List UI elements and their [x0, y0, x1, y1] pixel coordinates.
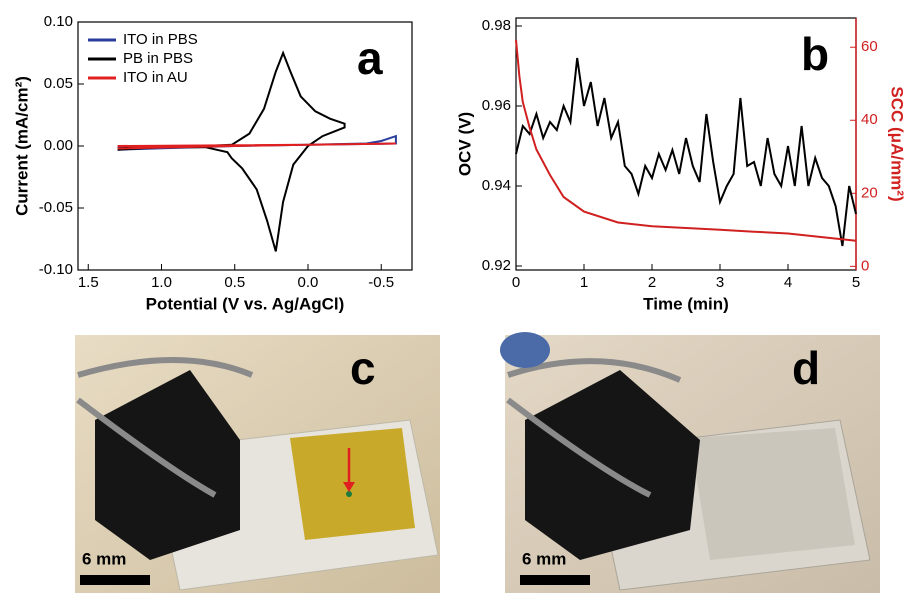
spot	[346, 491, 352, 497]
clear-film	[690, 428, 855, 560]
y-tick-label: -0.10	[39, 261, 73, 278]
scale-bar	[520, 575, 590, 585]
x-tick-label: 3	[716, 274, 724, 291]
x-tick-label: 2	[648, 274, 656, 291]
panel-label: b	[801, 28, 829, 80]
arrow-head	[343, 482, 355, 492]
panel-label: c	[350, 342, 376, 394]
y-tick-label: 0.05	[44, 75, 73, 92]
series-line	[117, 142, 396, 150]
y-axis-label: Current (mA/cm²)	[12, 76, 31, 216]
panel-label: a	[357, 32, 383, 84]
series-line	[515, 39, 857, 242]
y-tick-label: 0.94	[482, 177, 511, 194]
x-axis-label: Potential (V vs. Ag/AgCl)	[146, 294, 345, 313]
y-axis-label: OCV (V)	[455, 112, 474, 176]
legend-label: ITO in AU	[123, 69, 188, 86]
x-axis-label: Time (min)	[643, 294, 729, 313]
x-tick-label: 1.5	[78, 274, 99, 291]
photo-c: 6 mm c	[75, 335, 440, 593]
x-tick-label: 0.5	[224, 274, 245, 291]
glove	[500, 332, 550, 368]
x-tick-label: 1	[580, 274, 588, 291]
y-tick-label: 0.92	[482, 257, 511, 274]
x-tick-label: -0.5	[368, 274, 394, 291]
series-line	[117, 50, 346, 252]
x-tick-label: 0.0	[298, 274, 319, 291]
legend-label: PB in PBS	[123, 50, 193, 67]
binder-clip	[525, 370, 700, 560]
y2-axis-label: SCC (μA/mm²)	[888, 86, 907, 201]
y2-tick-label: 0	[861, 257, 869, 274]
y-tick-label: -0.05	[39, 199, 73, 216]
scale-bar	[80, 575, 150, 585]
y-tick-label: 0.10	[44, 13, 73, 30]
y-tick-label: 0.96	[482, 97, 511, 114]
y2-tick-label: 40	[861, 111, 878, 128]
scale-bar-label: 6 mm	[82, 549, 126, 568]
y2-tick-label: 20	[861, 184, 878, 201]
x-tick-label: 1.0	[151, 274, 172, 291]
panel-label: d	[792, 342, 820, 394]
x-tick-label: 5	[852, 274, 860, 291]
x-tick-label: 0	[512, 274, 520, 291]
clip-wire	[506, 358, 682, 498]
scale-bar-label: 6 mm	[522, 549, 566, 568]
series-line	[515, 57, 857, 247]
legend-label: ITO in PBS	[123, 31, 198, 48]
x-tick-label: 4	[784, 274, 792, 291]
y2-tick-label: 60	[861, 38, 878, 55]
y-tick-label: 0.98	[482, 17, 511, 34]
photo-d: 6 mm d	[500, 332, 880, 593]
clip-wire	[76, 357, 254, 498]
y-tick-label: 0.00	[44, 137, 73, 154]
